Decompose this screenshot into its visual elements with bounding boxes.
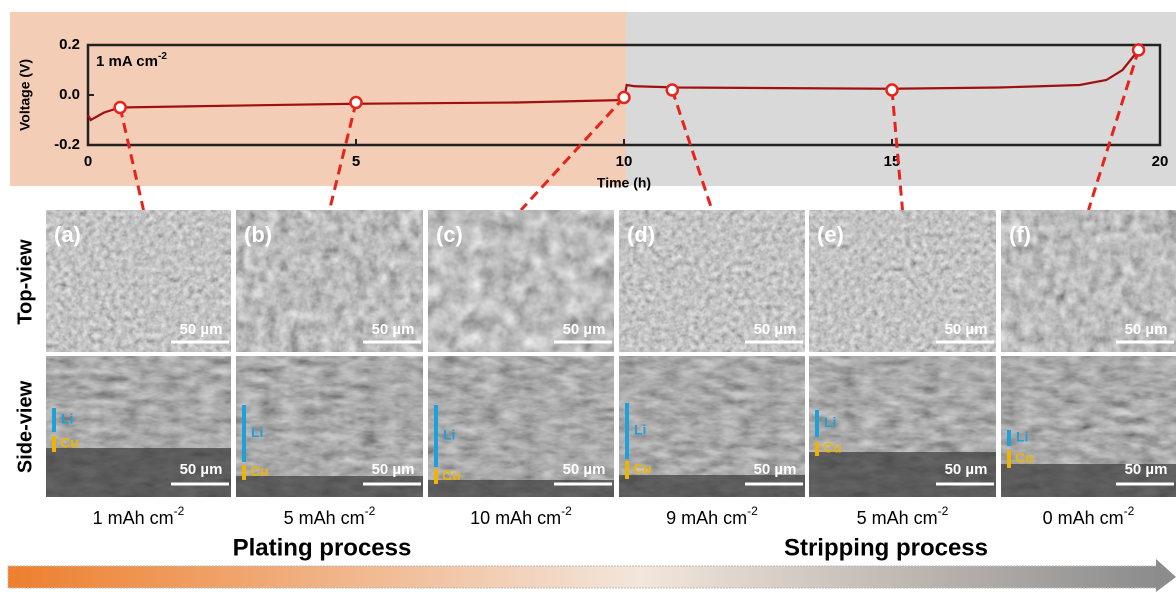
x-tick-label: 20: [1152, 153, 1169, 170]
panel-label: (f): [1009, 222, 1031, 247]
cu-label: Cu: [250, 463, 269, 479]
scale-label: 50 µm: [945, 461, 988, 478]
scale-label: 50 µm: [563, 461, 606, 478]
capacity-label: 5 mAh cm-2: [857, 504, 949, 528]
arrow-head: [1156, 559, 1176, 592]
scale-label: 50 µm: [372, 321, 415, 338]
plating-region: [10, 12, 626, 186]
capacity-label: 5 mAh cm-2: [284, 504, 376, 528]
capacity-text: 1 mAh cm: [93, 508, 174, 528]
x-axis-label: Time (h): [597, 175, 651, 191]
capacity-label: 10 mAh cm-2: [470, 504, 572, 528]
capacity-label: 1 mAh cm-2: [93, 504, 185, 528]
capacity-text: 0 mAh cm: [1043, 508, 1124, 528]
capacity-sup: -2: [174, 504, 185, 518]
process-label: Stripping process: [784, 534, 988, 561]
panel-label: (c): [436, 222, 463, 247]
scale-label: 50 µm: [754, 321, 797, 338]
capacity-text: 9 mAh cm: [666, 508, 747, 528]
cu-bar: [52, 436, 56, 452]
capacity-sup: -2: [365, 504, 376, 518]
annotation-sup: -2: [158, 51, 167, 62]
panel-label: (e): [817, 222, 844, 247]
marker: [1133, 45, 1144, 56]
panel-label: (a): [54, 222, 81, 247]
marker: [351, 97, 362, 108]
scale-label: 50 µm: [945, 321, 988, 338]
y-axis-label: Voltage (V): [17, 59, 33, 131]
row-label: Side-view: [14, 380, 36, 473]
panel-label: (b): [244, 222, 272, 247]
row-label: Top-view: [14, 239, 36, 325]
scale-label: 50 µm: [754, 461, 797, 478]
cu-label: Cu: [633, 461, 652, 477]
x-tick-label: 10: [616, 153, 633, 170]
scale-label: 50 µm: [372, 461, 415, 478]
capacity-text: 5 mAh cm: [857, 508, 938, 528]
li-bar: [434, 405, 438, 467]
cu-layer: [619, 475, 805, 497]
process-label: Plating process: [233, 534, 412, 561]
figure: Voltage (V) Time (h) 1 mA cm-2 05101520-…: [0, 0, 1176, 592]
li-label: Li: [251, 424, 263, 440]
x-tick-label: 0: [84, 153, 92, 170]
li-label: Li: [824, 414, 836, 430]
scale-label: 50 µm: [180, 321, 223, 338]
li-bar: [815, 410, 819, 437]
cu-bar: [1007, 450, 1011, 468]
cu-label: Cu: [823, 440, 842, 456]
stripping-region: [626, 12, 1176, 186]
capacity-sup: -2: [938, 504, 949, 518]
capacity-text: 10 mAh cm: [470, 508, 561, 528]
cu-label: Cu: [60, 435, 79, 451]
annotation: 1 mA cm-2: [96, 51, 167, 70]
scale-label: 50 µm: [1125, 461, 1168, 478]
li-label: Li: [634, 422, 646, 438]
progress-arrow: [8, 566, 1158, 588]
annotation-text: 1 mA cm: [96, 53, 158, 70]
marker: [887, 85, 898, 96]
li-label: Li: [1016, 429, 1028, 445]
x-tick-label: 5: [352, 153, 360, 170]
capacity-sup: -2: [561, 504, 572, 518]
scale-label: 50 µm: [180, 461, 223, 478]
capacity-label: 9 mAh cm-2: [666, 504, 758, 528]
capacity-label: 0 mAh cm-2: [1043, 504, 1135, 528]
cu-bar: [815, 442, 819, 456]
capacity-text: 5 mAh cm: [284, 508, 365, 528]
li-bar: [1007, 430, 1011, 446]
marker: [667, 85, 678, 96]
cu-bar: [625, 461, 629, 479]
y-tick-label: -0.2: [54, 136, 80, 153]
scale-label: 50 µm: [563, 321, 606, 338]
li-bar: [625, 403, 629, 459]
cu-label: Cu: [1015, 450, 1034, 466]
marker: [619, 92, 630, 103]
panel-label: (d): [627, 222, 655, 247]
capacity-sup: -2: [747, 504, 758, 518]
y-tick-label: 0.0: [59, 86, 80, 103]
li-bar: [52, 408, 56, 432]
li-label: Li: [443, 427, 455, 443]
cu-bar: [434, 469, 438, 484]
cu-bar: [242, 465, 246, 480]
y-tick-label: 0.2: [59, 36, 80, 53]
li-label: Li: [61, 411, 73, 427]
capacity-sup: -2: [1124, 504, 1135, 518]
scale-label: 50 µm: [1125, 321, 1168, 338]
li-bar: [242, 405, 246, 462]
marker: [115, 102, 126, 113]
cu-label: Cu: [442, 467, 461, 483]
